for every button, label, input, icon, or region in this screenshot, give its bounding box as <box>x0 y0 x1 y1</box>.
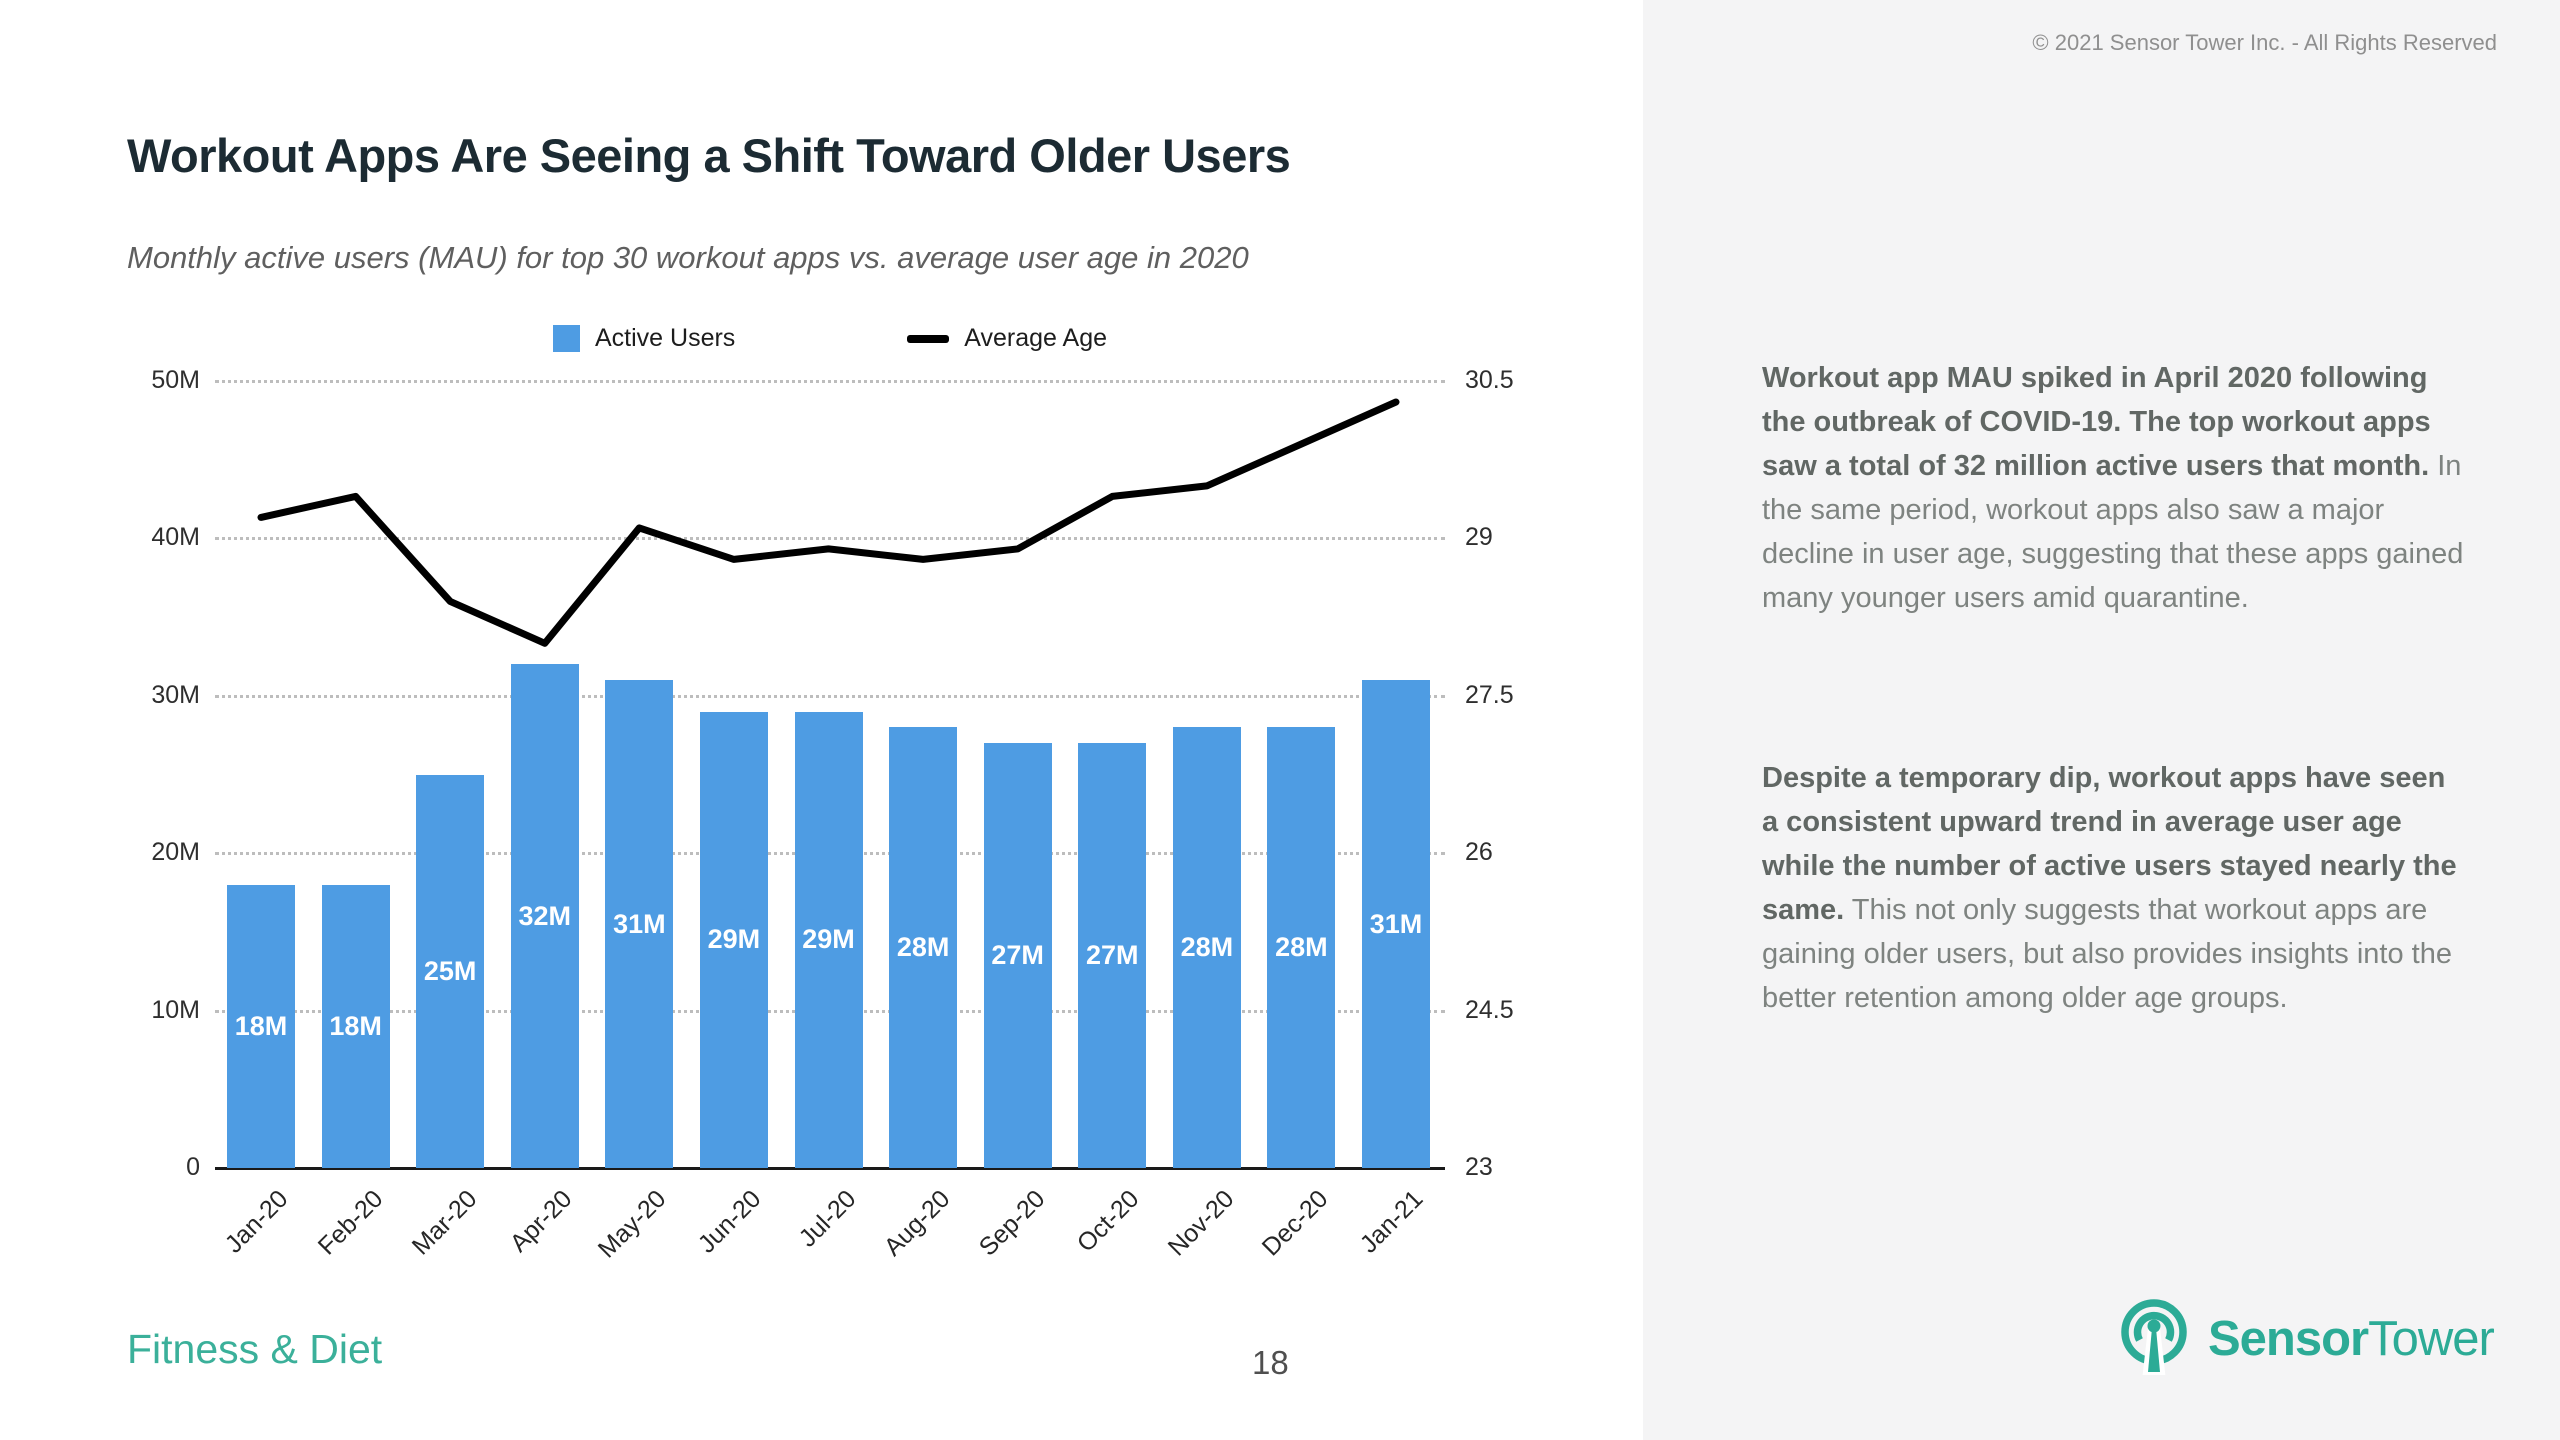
left-axis-tick-label: 40M <box>151 523 200 552</box>
active-users-swatch-icon <box>552 325 580 352</box>
bar-value-label: 18M <box>234 1010 288 1041</box>
insight-paragraph-2: Despite a temporary dip, workout apps ha… <box>1762 756 2468 1020</box>
right-axis-tick-label: 30.5 <box>1465 366 1514 394</box>
right-axis-tick-label: 26 <box>1465 838 1493 867</box>
horizontal-gridline <box>215 380 1445 383</box>
chart-legend: Active Users Average Age <box>215 324 1445 353</box>
active-users-bar: 32M <box>510 664 579 1168</box>
x-axis-line <box>215 1167 1445 1170</box>
horizontal-gridline <box>215 537 1445 541</box>
horizontal-gridline <box>215 694 1445 698</box>
active-users-bar: 28M <box>889 727 958 1168</box>
page-number: 18 <box>1252 1344 1289 1381</box>
insight-1-regular-text: In the same period, workout apps also sa… <box>1762 450 2464 614</box>
bar-value-label: 27M <box>1085 940 1139 970</box>
legend-item-average-age: Average Age <box>907 324 1107 353</box>
bar-value-label: 29M <box>707 924 761 955</box>
insight-1-bold-text: Workout app MAU spiked in April 2020 fol… <box>1762 362 2431 482</box>
copyright-notice: © 2021 Sensor Tower Inc. - All Rights Re… <box>2032 30 2497 55</box>
legend-item-active-users: Active Users <box>552 324 736 353</box>
bar-value-label: 28M <box>1180 932 1234 963</box>
bar-value-label: 28M <box>1275 932 1328 963</box>
bar-value-label: 29M <box>802 924 855 955</box>
sensortower-logo-icon <box>2121 1299 2187 1375</box>
right-axis-tick-label: 23 <box>1465 1153 1493 1181</box>
average-age-dash-icon <box>907 334 950 343</box>
left-axis-tick-label: 10M <box>151 995 200 1024</box>
active-users-bar: 29M <box>699 711 768 1168</box>
right-axis-tick-label: 27.5 <box>1465 680 1514 709</box>
bar-value-label: 27M <box>991 940 1044 970</box>
left-axis-tick-label: 20M <box>151 838 200 867</box>
page-subtitle: Monthly active users (MAU) for top 30 wo… <box>127 240 1249 275</box>
bar-value-label: 28M <box>896 932 950 963</box>
active-users-bar: 27M <box>983 743 1052 1168</box>
active-users-bar: 27M <box>1078 743 1147 1168</box>
page-title: Workout Apps Are Seeing a Shift Toward O… <box>127 129 1291 182</box>
insights-panel-background <box>1643 0 2560 1440</box>
right-axis-tick-label: 29 <box>1465 523 1493 552</box>
active-users-bar: 18M <box>321 884 390 1168</box>
insight-2-regular-text: This not only suggests that workout apps… <box>1762 894 2452 1014</box>
legend-label-average-age: Average Age <box>964 324 1108 352</box>
active-users-bar: 29M <box>794 711 863 1168</box>
report-category-label: Fitness & Diet <box>127 1326 383 1372</box>
active-users-bar: 28M <box>1267 727 1336 1168</box>
bar-value-label: 31M <box>613 908 666 939</box>
right-axis-tick-label: 24.5 <box>1465 995 1514 1024</box>
active-users-bar: 31M <box>1362 680 1430 1168</box>
bar-value-label: 31M <box>1369 908 1423 939</box>
active-users-bar: 18M <box>227 884 295 1168</box>
legend-label-active-users: Active Users <box>594 324 736 352</box>
active-users-bar: 28M <box>1172 727 1241 1168</box>
insight-paragraph-1: Workout app MAU spiked in April 2020 fol… <box>1762 356 2468 620</box>
insight-2-bold-text: Despite a temporary dip, workout apps ha… <box>1762 762 2457 926</box>
bar-value-label: 32M <box>518 900 572 931</box>
bar-value-label: 25M <box>423 955 477 986</box>
active-users-bar: 25M <box>416 774 485 1168</box>
left-axis-tick-label: 0 <box>186 1153 200 1181</box>
active-users-bar: 31M <box>605 680 674 1168</box>
left-axis-tick-label: 30M <box>151 680 200 709</box>
sensortower-logo: SensorTower <box>2118 1298 2495 1380</box>
left-axis-tick-label: 50M <box>151 366 200 394</box>
bar-value-label: 18M <box>329 1010 382 1041</box>
sensortower-logo-text: SensorTower <box>2208 1312 2495 1366</box>
